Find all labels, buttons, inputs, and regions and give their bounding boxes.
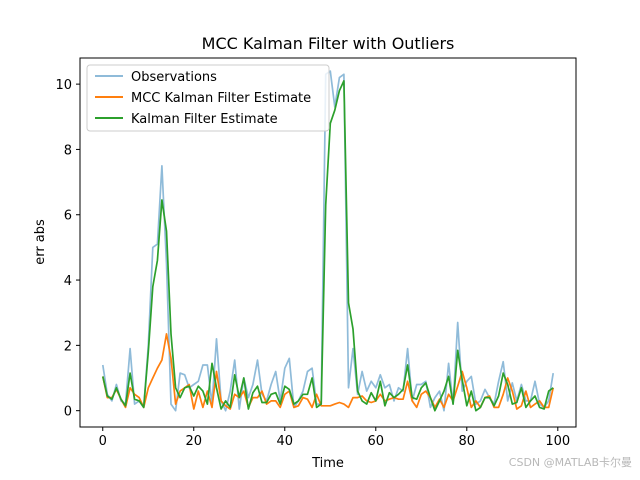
y-tick-label: 0 [64,405,72,420]
y-tick-label: 6 [64,209,72,224]
x-axis-label: Time [311,456,344,471]
legend-label-mcc-kalman: MCC Kalman Filter Estimate [131,91,311,106]
x-tick-label: 0 [99,434,107,449]
y-tick-label: 8 [64,143,72,158]
legend-label-observations: Observations [131,70,217,85]
legend-label-kalman: Kalman Filter Estimate [131,112,278,127]
y-tick-label: 4 [64,274,72,289]
x-tick-label: 100 [545,434,570,449]
x-tick-label: 20 [185,434,202,449]
plot-frame [79,57,577,428]
series-line-kalman-filter-estimate [101,80,554,412]
x-tick-label: 80 [459,434,476,449]
legend-box [86,64,330,132]
chart-title: MCC Kalman Filter with Outliers [202,34,455,53]
y-tick-label: 10 [55,78,72,93]
legend: Observations MCC Kalman Filter Estimate … [86,64,330,132]
series-line-mcc-kalman-filter-estimate [101,333,555,410]
x-tick-label: 40 [276,434,293,449]
y-tick-label: 2 [64,339,72,354]
y-axis-label: err abs [33,219,48,265]
watermark: CSDN @MATLAB卡尔曼 [508,456,632,469]
x-tick-label: 60 [368,434,385,449]
